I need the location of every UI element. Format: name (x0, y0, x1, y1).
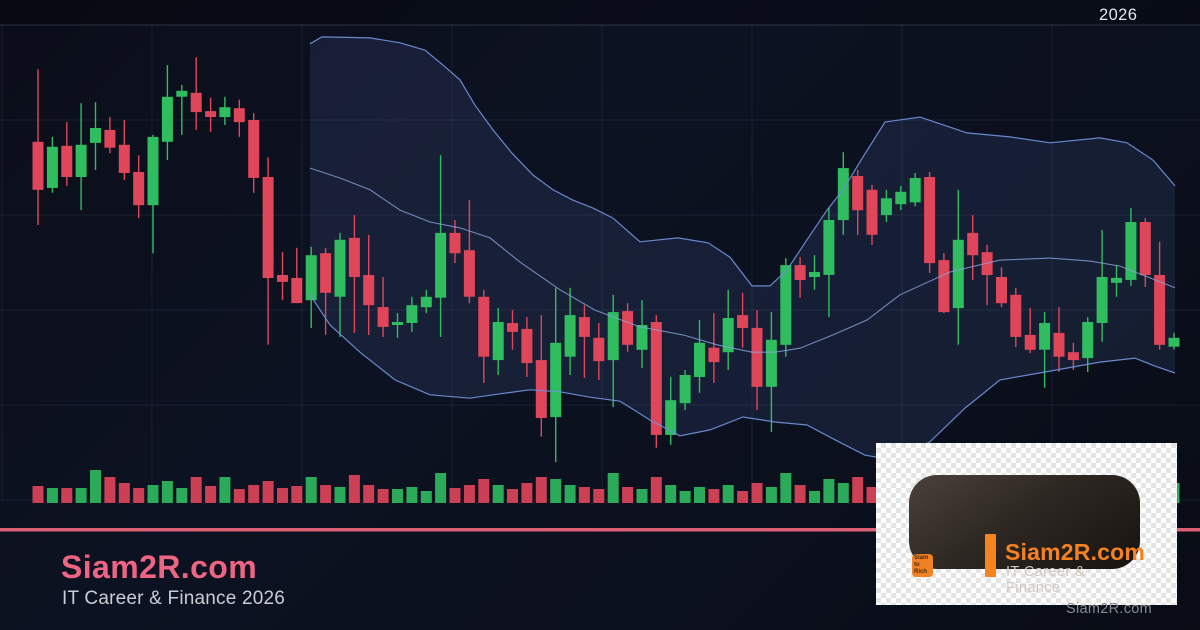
watermark-text: Siam2R.com (1066, 601, 1152, 617)
brand-title: Siam2R.com (61, 549, 258, 585)
logo-card: Siam2R.com IT Career & Finance Siam to R… (876, 443, 1177, 605)
logo-subtitle: IT Career & Finance (1006, 564, 1086, 596)
logo-accent-bar-icon (985, 534, 996, 577)
logo-plate: Siam2R.com IT Career & Finance (909, 475, 1145, 596)
brand-subtitle: IT Career & Finance 2026 (62, 588, 286, 609)
siam-to-rich-badge: Siam to Rich (912, 554, 933, 577)
badge-line2: to Rich (914, 562, 928, 575)
year-label: 2026 (1099, 6, 1138, 24)
badge-line1: Siam (914, 555, 929, 562)
logo-title: Siam2R.com (1005, 539, 1146, 565)
